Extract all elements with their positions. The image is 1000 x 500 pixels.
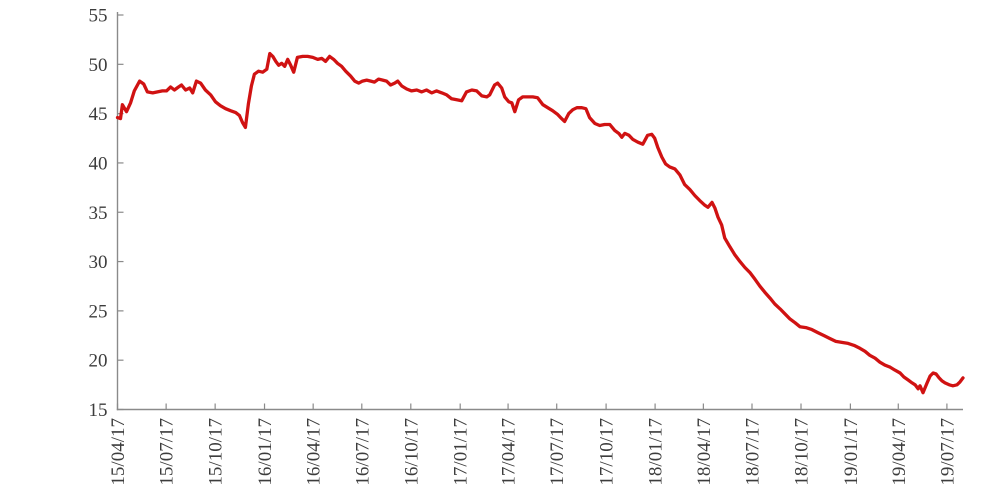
x-tick-label: 17/07/17	[547, 418, 568, 486]
y-tick-label: 30	[89, 252, 108, 273]
y-tick-label: 45	[89, 104, 108, 125]
x-tick-label: 16/04/17	[304, 418, 325, 486]
data-series	[115, 51, 965, 395]
y-tick-label: 50	[89, 55, 108, 76]
y-axis: 15 20 25 30 35 40 45 50 55	[89, 6, 124, 421]
x-tick-label: 16/07/17	[352, 418, 373, 486]
x-tick-label: 17/01/17	[451, 418, 472, 486]
x-tick-label: 16/10/17	[401, 418, 422, 486]
x-tick-label: 18/01/17	[646, 418, 667, 486]
x-tick-label: 17/10/17	[597, 418, 618, 486]
x-tick-label: 19/01/17	[841, 418, 862, 486]
x-tick-label: 18/07/17	[742, 418, 763, 486]
y-tick-label: 55	[89, 6, 108, 27]
x-tick-label: 19/07/17	[937, 418, 958, 486]
series-line-value	[115, 51, 965, 395]
x-tick-label: 19/04/17	[889, 418, 910, 486]
x-tick-label: 17/04/17	[499, 418, 520, 486]
y-tick-label: 25	[89, 301, 108, 322]
x-tick-label: 15/04/17	[108, 418, 129, 486]
x-tick-label: 18/04/17	[694, 418, 715, 486]
x-tick-label: 15/07/17	[157, 418, 178, 486]
y-tick-label: 40	[89, 153, 108, 174]
y-tick-label: 35	[89, 203, 108, 224]
x-tick-label: 18/10/17	[792, 418, 813, 486]
y-tick-label: 15	[89, 400, 108, 421]
x-axis: 15/04/17 15/07/17 15/10/17 16/01/17 16/04/17…	[108, 403, 963, 486]
y-tick-label: 20	[89, 351, 108, 372]
x-tick-label: 15/10/17	[206, 418, 227, 486]
x-tick-label: 16/01/17	[255, 418, 276, 486]
